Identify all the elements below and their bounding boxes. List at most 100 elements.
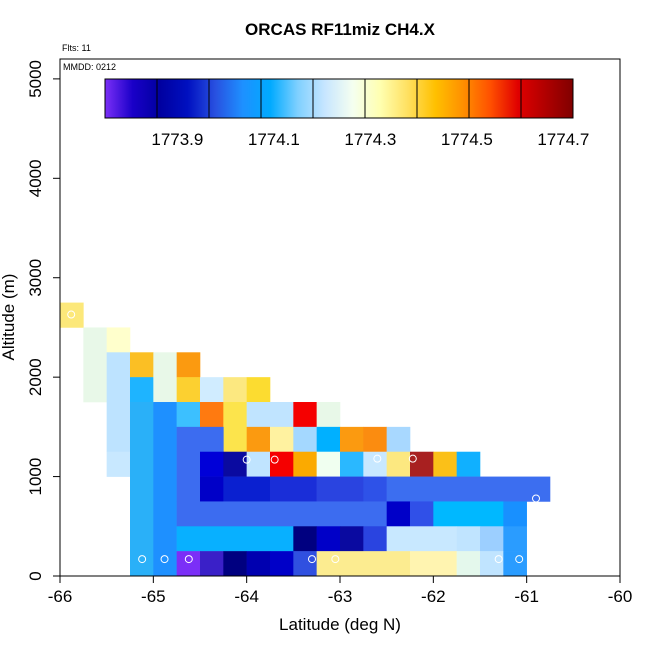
heatmap-cell <box>176 501 387 527</box>
heatmap-cell <box>503 551 527 577</box>
x-tick-label: -64 <box>234 587 259 606</box>
heatmap-cell <box>60 302 84 328</box>
heatmap-cell <box>130 377 154 403</box>
heatmap-cell <box>106 327 131 353</box>
heatmap-cell <box>316 426 341 453</box>
heatmap-cell <box>176 551 201 577</box>
heatmap-cell <box>200 402 224 428</box>
heatmap-cell <box>456 551 481 577</box>
heatmap-cell <box>480 526 504 552</box>
heatmap-cell <box>433 451 457 477</box>
marker <box>242 455 251 464</box>
heatmap-cell <box>340 426 364 453</box>
marker <box>184 555 193 564</box>
marker <box>160 555 169 564</box>
colorbar-tick-label: 1774.3 <box>344 130 396 149</box>
heatmap-cell <box>316 551 411 577</box>
colorbar-tick-label: 1774.1 <box>248 130 300 149</box>
heatmap-cell <box>386 451 411 477</box>
heatmap-cell <box>223 451 247 477</box>
colorbar-tick-label: 1773.9 <box>151 130 203 149</box>
heatmap-cell <box>200 551 224 577</box>
heatmap-cell <box>293 451 317 477</box>
heatmap-cell <box>340 451 364 477</box>
heatmap-cell <box>246 402 271 428</box>
heatmap-cell <box>386 426 411 453</box>
heatmap-cell <box>153 402 177 577</box>
heatmap-cell <box>223 551 247 577</box>
y-axis: 0 1000 2000 3000 4000 5000 <box>26 60 60 581</box>
heatmap-cell <box>106 451 131 477</box>
marker <box>532 494 540 503</box>
heatmap-cell <box>246 551 271 577</box>
heatmap-cell <box>410 551 457 577</box>
y-tick-label: 1000 <box>26 458 45 496</box>
heatmap-cell <box>223 476 271 502</box>
heatmap-cell <box>293 426 317 453</box>
heatmap-cell <box>293 551 317 577</box>
heatmap-cell <box>386 526 457 552</box>
heatmap-cell <box>270 426 294 453</box>
marker <box>494 555 503 564</box>
heatmap-cell <box>176 451 201 502</box>
heatmap-cell <box>246 451 271 477</box>
heatmap-cell <box>410 501 434 527</box>
x-axis: -66 -65 -64 -63 -62 -61 -60 <box>48 576 633 606</box>
heatmap-cell <box>246 426 271 453</box>
heatmap-cell <box>293 526 317 552</box>
heatmap-cell <box>503 501 527 527</box>
heatmap-cell <box>456 451 481 477</box>
heatmap-cell <box>223 377 247 403</box>
heatmap-cell <box>456 526 481 552</box>
marker <box>515 555 524 564</box>
heatmap-cell <box>316 526 341 552</box>
heatmap-cell <box>270 551 294 577</box>
heatmap-cell <box>316 476 364 502</box>
heatmap-cell <box>200 476 224 502</box>
x-axis-label: Latitude (deg N) <box>279 615 401 634</box>
flight-markers <box>67 310 540 564</box>
marker <box>308 555 316 564</box>
marker <box>331 555 340 564</box>
y-axis-label: Altitude (m) <box>0 274 18 361</box>
x-tick-label: -65 <box>141 587 166 606</box>
heatmap-cell <box>200 451 224 477</box>
heatmap-cell <box>130 402 154 577</box>
y-tick-label: 2000 <box>26 358 45 396</box>
heatmap-cell <box>200 377 224 403</box>
heatmap-cells <box>60 302 551 577</box>
heatmap-cell <box>270 476 317 502</box>
heatmap-cell <box>386 501 411 527</box>
y-tick-label: 5000 <box>26 60 45 98</box>
y-tick-label: 0 <box>26 571 45 580</box>
heatmap-cell <box>153 377 177 403</box>
y-tick-label: 4000 <box>26 159 45 197</box>
heatmap-cell <box>363 426 387 453</box>
heatmap-cell <box>363 476 387 502</box>
heatmap-cell <box>176 377 201 403</box>
heatmap-cell <box>83 327 107 403</box>
marker <box>67 310 76 319</box>
heatmap-cell <box>176 426 224 453</box>
chart-title: ORCAS RF11miz CH4.X <box>245 20 436 39</box>
marker <box>373 454 382 463</box>
marker <box>270 455 279 464</box>
heatmap-cell <box>270 451 294 477</box>
heatmap-cell <box>176 402 201 428</box>
y-tick-label: 3000 <box>26 259 45 297</box>
heatmap-cell <box>363 526 387 552</box>
x-tick-label: -66 <box>48 587 73 606</box>
x-tick-label: -60 <box>608 587 633 606</box>
heatmap-cell <box>316 402 341 428</box>
colorbar-tick-label: 1774.5 <box>441 130 493 149</box>
x-tick-label: -62 <box>421 587 446 606</box>
heatmap-cell <box>106 352 131 453</box>
heatmap-cell <box>270 402 294 428</box>
colorbar-gradient <box>104 78 574 119</box>
heatmap-cell <box>223 402 247 453</box>
heatmap-cell <box>480 551 504 577</box>
heatmap-cell <box>246 377 271 403</box>
heatmap-cell <box>316 451 341 477</box>
colorbar-tick-label: 1774.7 <box>537 130 589 149</box>
